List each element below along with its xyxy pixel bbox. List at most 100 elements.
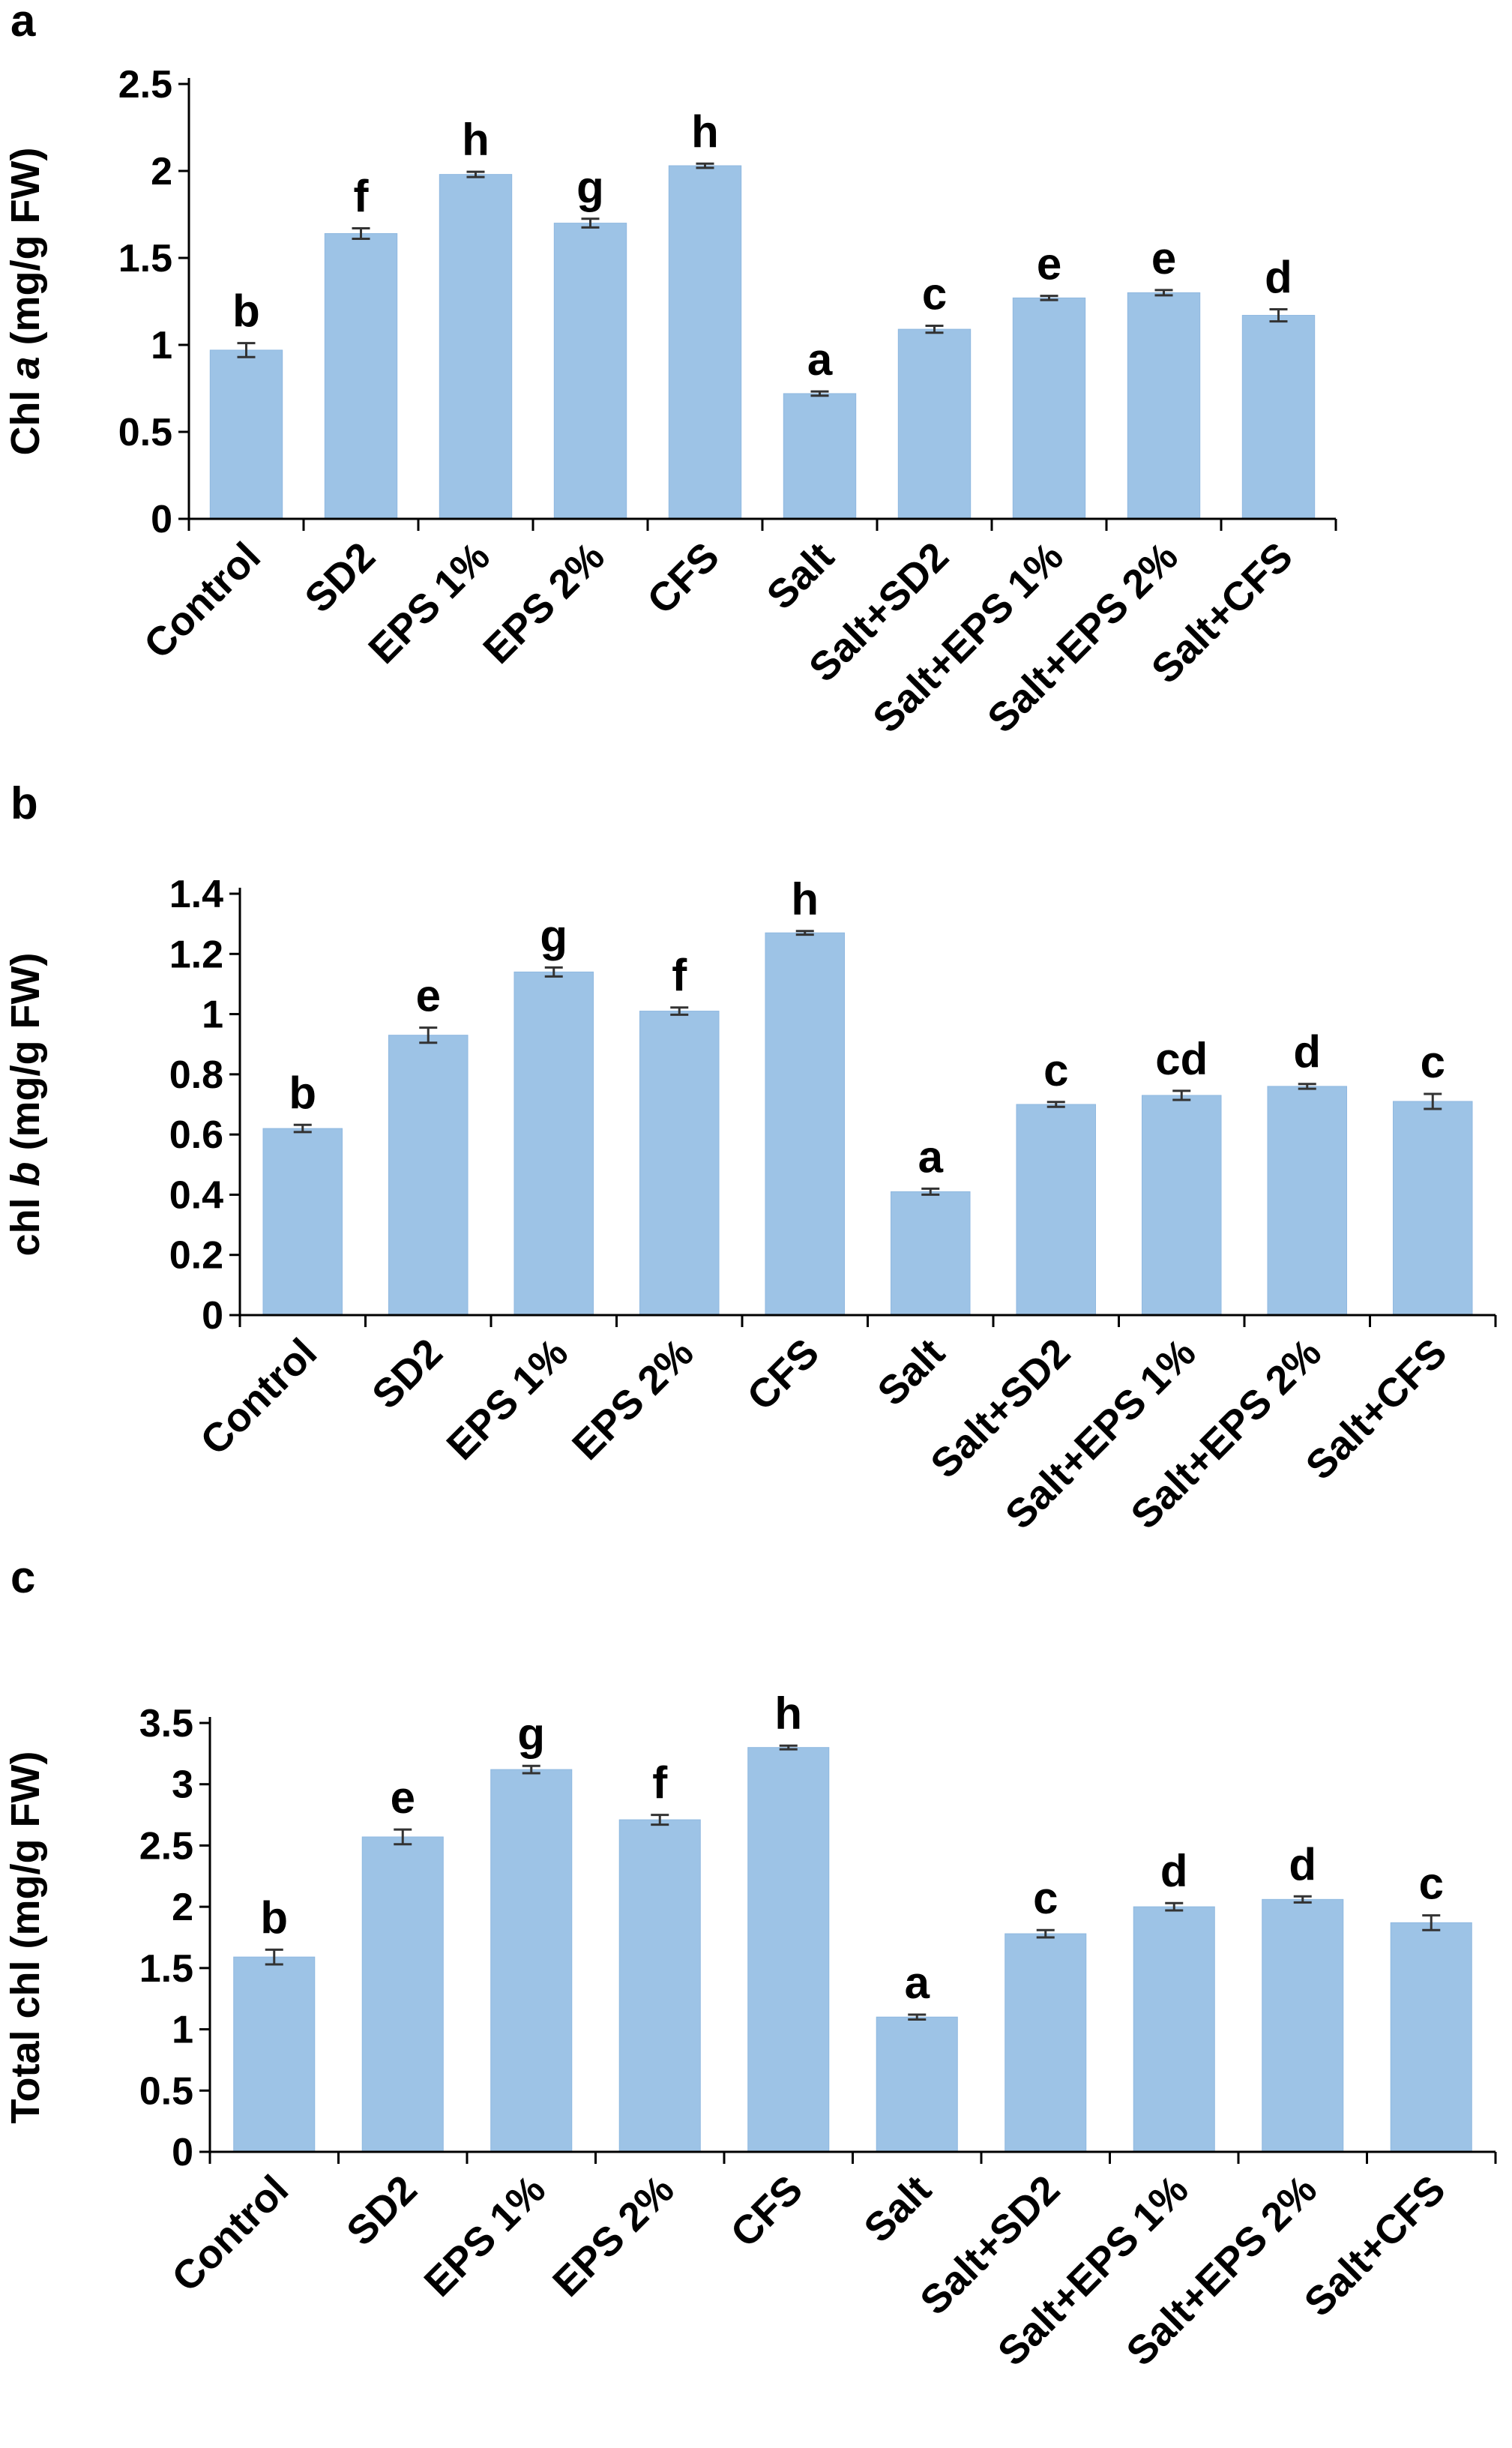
chart-c-error-bar-2	[522, 1764, 540, 1775]
chart-b-bar-5	[890, 1191, 971, 1316]
chart-c-bar-0	[233, 1956, 316, 2153]
chart-b-significance-7: cd	[1155, 1034, 1208, 1084]
chart-c-error-bar-8	[1293, 1895, 1312, 1904]
chart-b-bar-7	[1141, 1095, 1222, 1316]
chart-a-y-tick-label-4: 2	[151, 150, 172, 193]
chart-c-bar-4	[747, 1747, 830, 2153]
chart-b-error-bar-3	[670, 1006, 689, 1016]
chart-a-y-axis-label-part-0: Chl	[3, 379, 48, 455]
chart-b-bar-3	[639, 1011, 720, 1316]
chart-a-error-bar-4	[696, 162, 714, 169]
chart-c-significance-7: d	[1160, 1846, 1188, 1896]
chart-c-y-axis-label-part-0: Total chl (mg/g FW)	[3, 1751, 48, 2124]
chart-c-bar-6	[1005, 1933, 1087, 2153]
chart-a-significance-5: a	[807, 334, 833, 385]
chart-b-error-bar-9	[1424, 1092, 1442, 1110]
chart-b-significance-9: c	[1421, 1037, 1445, 1087]
chart-c-y-tick-label-4: 2	[172, 1886, 193, 1929]
chart-a-significance-3: g	[576, 162, 604, 212]
chart-c-bar-2	[490, 1769, 573, 2153]
chart-c-significance-9: c	[1419, 1859, 1444, 1909]
chart-b-y-tick-label-4: 0.8	[169, 1053, 223, 1097]
chart-c-significance-6: c	[1033, 1873, 1058, 1923]
chart-c-y-tick-label-6: 3	[172, 1763, 193, 1807]
chart-b-error-bar-6	[1046, 1101, 1065, 1108]
chart-b-y-axis-label-part-0: chl	[3, 1186, 48, 1256]
chart-b-significance-3: f	[672, 951, 687, 1001]
chart-b-bar-4	[765, 932, 846, 1316]
chart-b-y-tick-label-6: 1.2	[169, 933, 223, 976]
chart-b-significance-6: c	[1043, 1045, 1068, 1095]
chart-a-bar-7	[1012, 297, 1086, 520]
chart-c-y-tick-label-1: 0.5	[139, 2069, 193, 2113]
chart-a-y-tick-label-2: 1	[151, 324, 172, 367]
chart-b-error-bar-5	[921, 1187, 940, 1196]
chart-c-error-bar-4	[779, 1744, 798, 1751]
chart-a-bar-3	[553, 223, 627, 520]
chart-b-error-bar-7	[1172, 1089, 1191, 1101]
chart-c-bar-1	[361, 1836, 444, 2153]
chart-c-y-tick-label-3: 1.5	[139, 1947, 193, 1991]
chart-a-error-bar-8	[1154, 289, 1173, 297]
chart-c-y-tick-label-5: 2.5	[139, 1824, 193, 1868]
chart-b-y-tick-label-7: 1.4	[169, 873, 223, 916]
chart-a-significance-2: h	[462, 115, 490, 165]
chart-a-bar-6	[897, 328, 972, 520]
chart-b-significance-0: b	[289, 1068, 316, 1118]
chart-a-bar-1	[324, 233, 398, 520]
chart-b-bar-6	[1016, 1104, 1097, 1316]
chart-a-error-bar-2	[466, 170, 485, 178]
chart-b-error-bar-1	[419, 1026, 438, 1044]
chart-b-significance-2: g	[540, 910, 567, 960]
chart-a-significance-9: d	[1265, 252, 1292, 302]
chart-a-y-axis-label-part-1: a	[3, 356, 48, 379]
chart-a-y-axis-label: Chl a (mg/g FW)	[3, 148, 48, 456]
chart-a-significance-8: e	[1151, 233, 1176, 283]
chart-c-error-bar-5	[908, 2013, 927, 2021]
chart-c-y-tick-label-7: 3.5	[139, 1702, 193, 1745]
chart-c-y-tick-label-2: 1	[172, 2009, 193, 2052]
chart-a-bar-8	[1127, 292, 1201, 520]
chart-a-significance-1: f	[354, 172, 370, 222]
chart-b-error-bar-0	[293, 1123, 312, 1134]
chart-c-significance-4: h	[774, 1688, 802, 1739]
chart-b-y-tick-label-5: 1	[202, 993, 223, 1037]
chart-c-y-tick-label-0: 0	[172, 2131, 193, 2174]
chart-a-y-tick-label-1: 0.5	[118, 411, 172, 454]
chart-b-y-tick-label-1: 0.2	[169, 1234, 223, 1278]
chart-b-y-tick-label-3: 0.6	[169, 1113, 223, 1157]
chart-b-bar-1	[388, 1035, 469, 1316]
chart-a-y-tick-label-5: 2.5	[118, 63, 172, 106]
chart-c-y-axis-label: Total chl (mg/g FW)	[3, 1751, 48, 2124]
chart-b-significance-1: e	[416, 971, 441, 1021]
chart-b-bar-0	[262, 1128, 343, 1316]
panel-letter-a: a	[10, 0, 36, 46]
chart-c-significance-3: f	[652, 1758, 668, 1808]
chart-b-y-tick-label-0: 0	[202, 1294, 223, 1338]
chart-c-error-bar-1	[394, 1828, 412, 1846]
chart-c-bar-8	[1262, 1898, 1344, 2153]
chart-b-y-axis-label: chl b (mg/g FW)	[3, 953, 48, 1257]
chart-a-bar-0	[209, 349, 283, 520]
chart-c-significance-5: a	[905, 1958, 930, 2008]
chart-c-bar-9	[1390, 1922, 1472, 2153]
chart-a-error-bar-0	[237, 342, 256, 358]
chart-b-significance-5: a	[918, 1131, 944, 1182]
chart-b-y-axis-label-part-2: (mg/g FW)	[3, 953, 48, 1162]
chart-a-y-tick-label-3: 1.5	[118, 237, 172, 280]
chart-a-significance-6: c	[922, 268, 947, 319]
chart-a-bar-2	[439, 174, 513, 520]
chart-c-error-bar-7	[1165, 1901, 1184, 1912]
chart-b-y-tick-label-2: 0.4	[169, 1173, 223, 1217]
panel-letter-b: b	[10, 778, 38, 828]
chart-a-error-bar-7	[1040, 295, 1058, 301]
chart-b-bar-9	[1392, 1101, 1473, 1316]
chart-c-significance-8: d	[1289, 1839, 1316, 1889]
chart-b-error-bar-8	[1298, 1083, 1316, 1090]
chart-c-error-bar-9	[1422, 1914, 1441, 1931]
chart-c-error-bar-0	[265, 1948, 283, 1966]
chart-a-error-bar-6	[925, 324, 944, 334]
chart-c-error-bar-3	[651, 1814, 669, 1826]
chart-c-significance-0: b	[260, 1892, 288, 1943]
